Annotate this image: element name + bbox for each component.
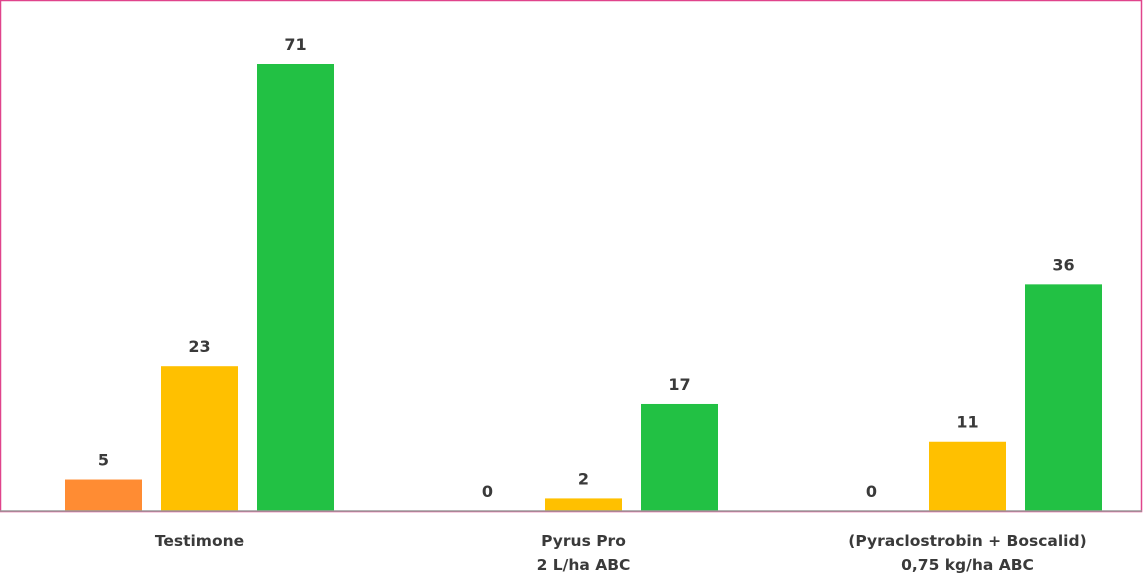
category-label-3-line-2: 0,75 kg/ha ABC (901, 556, 1034, 574)
value-label-3-3: 36 (1052, 255, 1074, 274)
bar-1-3 (257, 64, 334, 511)
category-label-3-line-1: (Pyraclostrobin + Boscalid) (848, 532, 1086, 550)
category-label-2-line-1: Pyrus Pro (541, 532, 626, 550)
value-label-1-1: 5 (98, 451, 109, 470)
value-label-1-2: 23 (188, 337, 210, 356)
bar-1-2 (161, 366, 238, 511)
category-label-2-line-2: 2 L/ha ABC (537, 556, 631, 574)
bar-2-2 (545, 498, 622, 511)
value-label-3-2: 11 (956, 413, 978, 432)
bar-2-3 (641, 403, 718, 511)
value-label-2-3: 17 (668, 375, 690, 394)
bar-1-1 (65, 479, 142, 511)
value-label-1-3: 71 (284, 35, 306, 54)
value-label-2-1: 0 (482, 482, 493, 501)
labels-layer: 5 23 71 Testimone 0 2 17 Pyrus Pro 2 L/ha ABC 0 11… (98, 35, 1087, 574)
value-label-2-2: 2 (578, 469, 589, 488)
bar-3-2 (929, 441, 1006, 511)
category-label-1-line-1: Testimone (155, 532, 244, 550)
bars-layer (65, 64, 1102, 511)
bar-3-3 (1025, 284, 1102, 511)
value-label-3-1: 0 (866, 482, 877, 501)
